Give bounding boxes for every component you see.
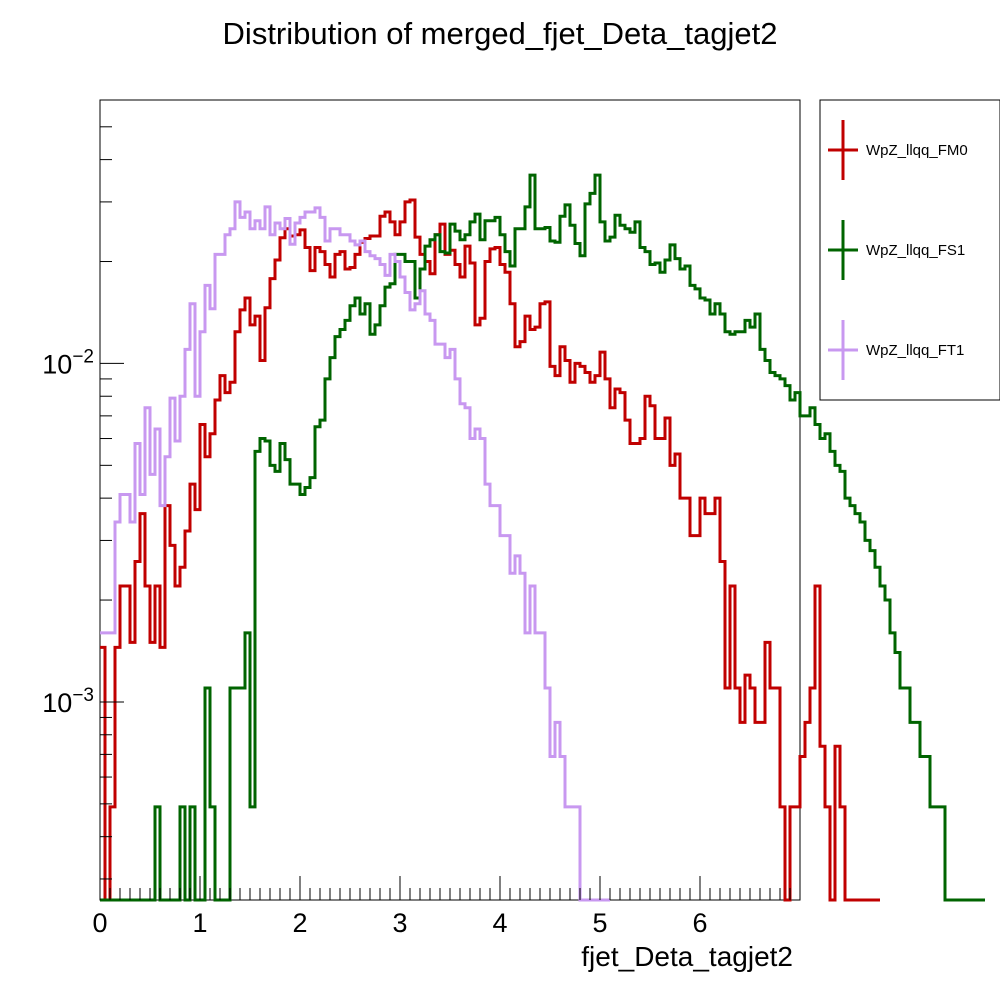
y-tick-label: 10−2 (42, 346, 94, 379)
series-layer (100, 173, 985, 902)
x-tick-label: 6 (692, 908, 707, 938)
y-tick-exponent: −2 (72, 346, 94, 367)
y-tick-base: 10 (42, 349, 72, 379)
legend-label: WpZ_llqq_FT1 (866, 342, 964, 359)
chart-title: Distribution of merged_fjet_Deta_tagjet2 (223, 16, 778, 51)
x-tick-label: 2 (292, 908, 307, 938)
series-line-2 (100, 200, 610, 902)
y-tick-exponent: −3 (72, 685, 94, 706)
x-tick-label: 1 (192, 908, 207, 938)
legend-entries: WpZ_llqq_FM0 WpZ_llqq_FS1 WpZ_llqq_FT1 (828, 120, 968, 380)
series-line-1 (100, 173, 985, 902)
y-axis: 10−310−2 (42, 99, 124, 880)
x-tick-label: 5 (592, 908, 607, 938)
legend-label: WpZ_llqq_FM0 (866, 142, 968, 159)
x-axis-label: fjet_Deta_tagjet2 (581, 941, 793, 972)
legend: WpZ_llqq_FM0 WpZ_llqq_FS1 WpZ_llqq_FT1 (819, 99, 1000, 401)
series-line-0 (100, 198, 880, 902)
legend-label: WpZ_llqq_FS1 (866, 242, 965, 259)
x-tick-label: 0 (92, 908, 107, 938)
x-axis: 0 1 2 3 4 5 6 (92, 876, 801, 938)
x-tick-label: 4 (492, 908, 507, 938)
y-tick-base: 10 (42, 688, 72, 718)
y-tick-label: 10−3 (42, 685, 94, 718)
x-tick-label: 3 (392, 908, 407, 938)
